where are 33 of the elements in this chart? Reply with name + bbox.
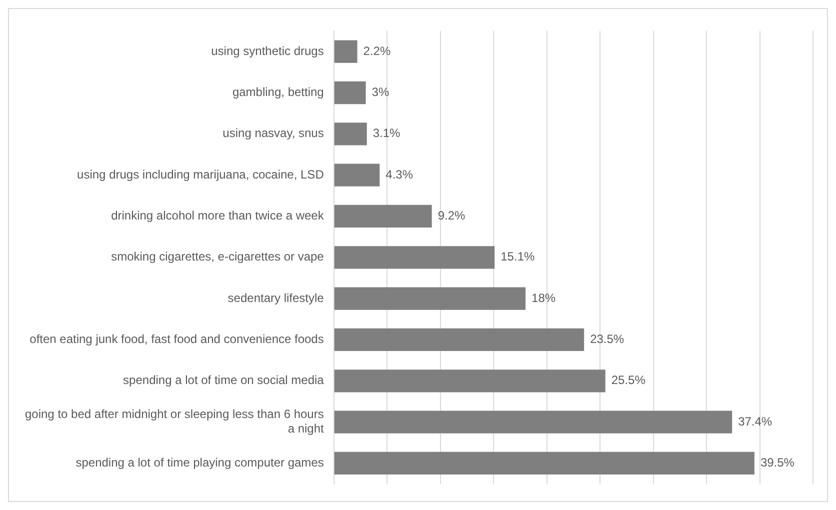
bar bbox=[334, 204, 432, 228]
bar bbox=[334, 410, 732, 434]
y-tick-label: using drugs including marijuana, cocaine, LSD bbox=[77, 167, 324, 182]
bar bbox=[334, 370, 606, 392]
y-tick-label: spending a lot of time playing computer games bbox=[76, 456, 324, 470]
bar bbox=[334, 452, 754, 475]
data-label: 3% bbox=[372, 85, 390, 100]
y-tick-label: sedentary lifestyle bbox=[228, 290, 324, 305]
y-tick-label: smoking cigarettes, e-cigarettes or vape bbox=[111, 250, 324, 264]
y-tick-label: using synthetic drugs bbox=[211, 44, 324, 58]
data-label: 37.4% bbox=[738, 414, 772, 428]
bar bbox=[334, 328, 584, 352]
y-tick-label: often eating junk food, fast food and convenience foods bbox=[30, 332, 324, 346]
bar bbox=[334, 122, 367, 146]
data-label: 18% bbox=[532, 290, 556, 305]
bar bbox=[334, 40, 358, 63]
bar bbox=[334, 164, 380, 186]
data-label: 39.5% bbox=[760, 456, 795, 470]
data-label: 2.2% bbox=[363, 44, 391, 58]
data-label: 25.5% bbox=[611, 373, 646, 388]
bar bbox=[334, 287, 526, 310]
bar bbox=[334, 246, 495, 269]
data-label: 4.3% bbox=[386, 167, 414, 182]
y-tick-label: drinking alcohol more than twice a week bbox=[111, 208, 325, 223]
y-tick-label: spending a lot of time on social media bbox=[123, 373, 324, 388]
data-label: 3.1% bbox=[372, 126, 401, 140]
y-tick-label: going to bed after midnight or sleeping less than 6 hours a night bbox=[25, 407, 325, 436]
data-label: 15.1% bbox=[500, 250, 535, 264]
bar bbox=[334, 81, 366, 104]
data-label: 23.5% bbox=[590, 332, 624, 346]
y-tick-label: using nasvay, snus bbox=[222, 126, 324, 140]
y-tick-label: gambling, betting bbox=[232, 85, 324, 100]
data-label: 9.2% bbox=[438, 208, 466, 223]
